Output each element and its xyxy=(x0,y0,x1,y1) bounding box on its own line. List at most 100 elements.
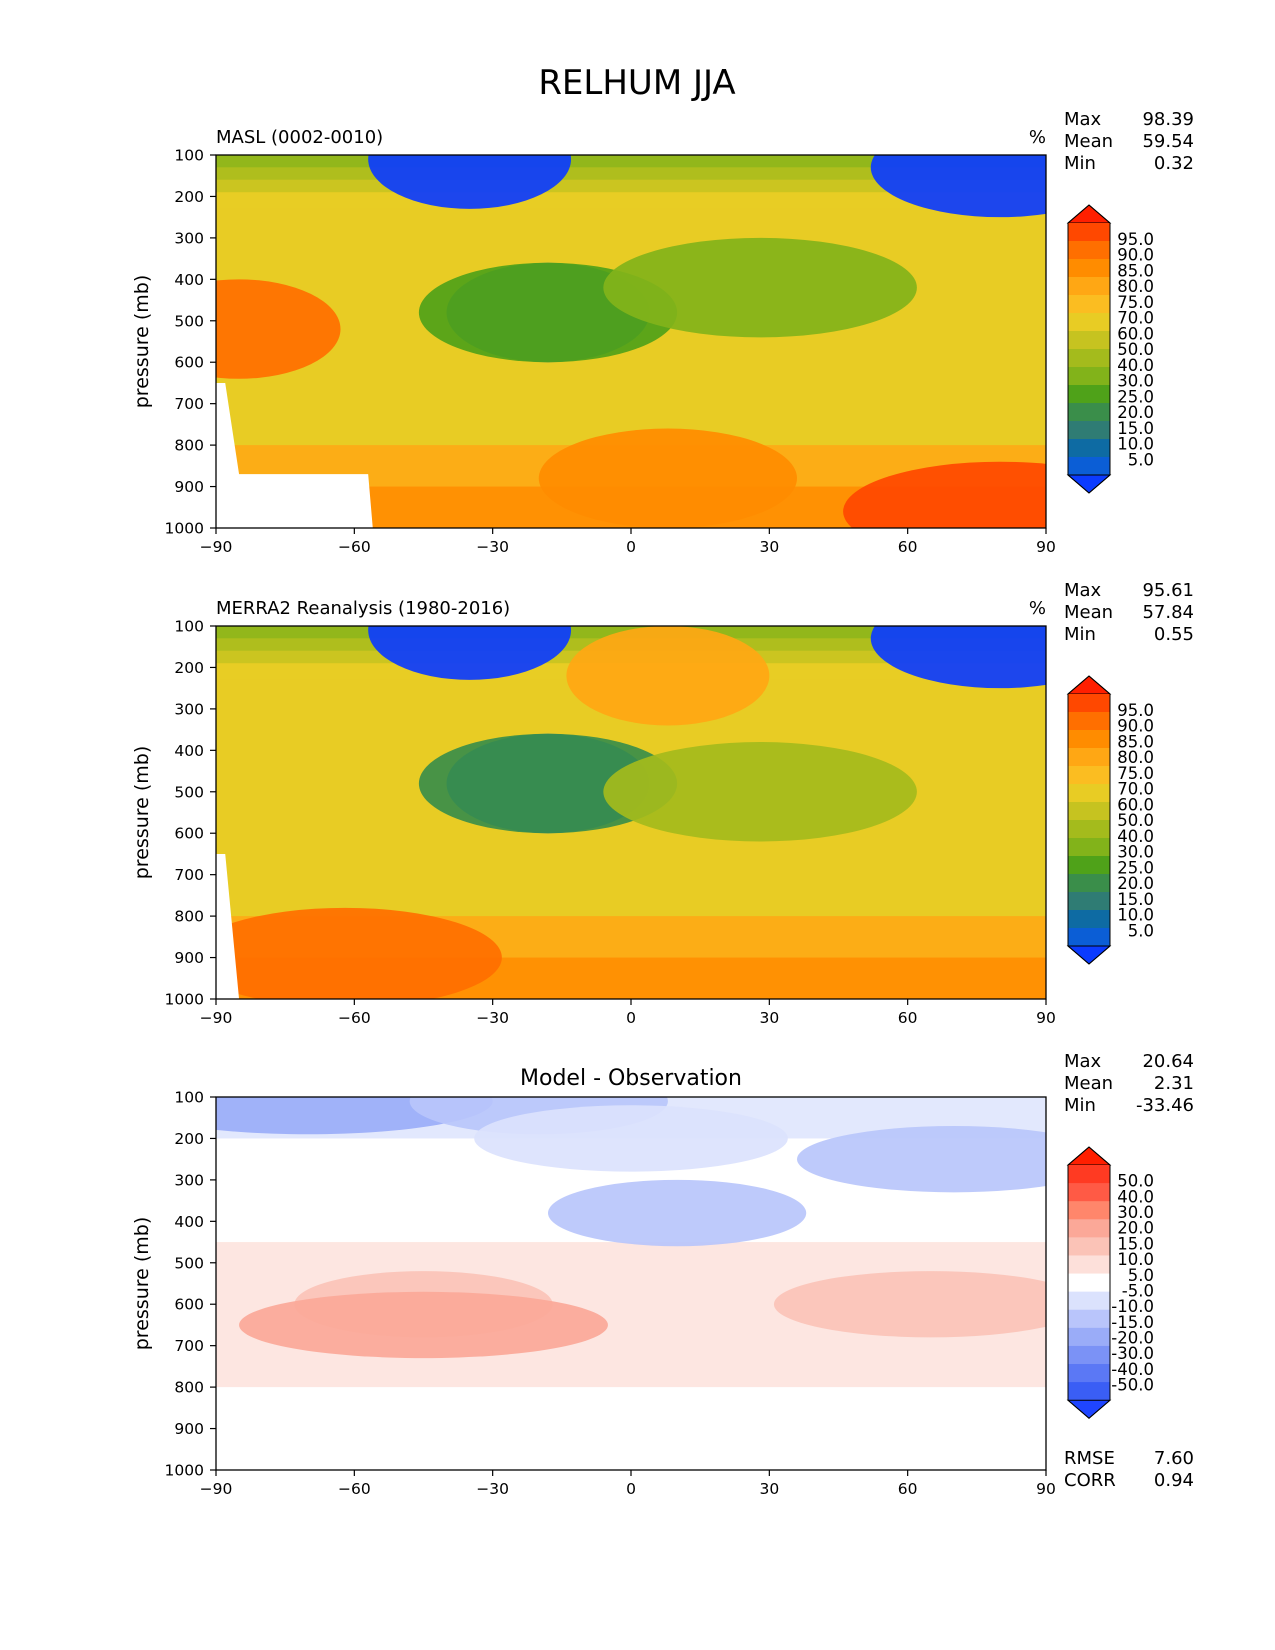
colorbar-label: 10.0 xyxy=(1117,1250,1154,1269)
x-tick-label: −30 xyxy=(476,1009,509,1027)
y-tick-label: 600 xyxy=(174,1296,204,1314)
colorbar-bottom-arrow xyxy=(1066,1399,1112,1419)
stat-label: CORR xyxy=(1064,1470,1116,1491)
colorbar-segment xyxy=(1068,1327,1110,1347)
colorbar-label: 15.0 xyxy=(1117,419,1154,438)
missing-data-mask xyxy=(216,382,373,528)
panel-title: MERRA2 Reanalysis (1980-2016) xyxy=(216,598,510,619)
colorbar-label: 60.0 xyxy=(1117,324,1154,343)
x-tick-label: 30 xyxy=(759,1480,779,1498)
colorbar-segment xyxy=(1068,1201,1110,1220)
colorbar-label: 25.0 xyxy=(1117,387,1154,406)
contour-feature xyxy=(216,279,341,379)
y-tick-label: 1000 xyxy=(165,520,204,538)
panel-2: −90 −60 −30 0 30 60 90 100 200 300 400 500 600 700 800… xyxy=(131,1051,1194,1498)
stat-value: -33.46 xyxy=(1136,1095,1194,1116)
stat-label: Mean xyxy=(1064,602,1113,623)
x-tick-label: 90 xyxy=(1036,1009,1056,1027)
figure-title: RELHUM JJA xyxy=(538,63,735,103)
stat-value: 98.39 xyxy=(1142,109,1194,130)
stat-value: 7.60 xyxy=(1154,1448,1194,1469)
x-tick-label: −90 xyxy=(200,1480,233,1498)
x-tick-label: 60 xyxy=(898,538,918,556)
colorbar-segment xyxy=(1068,748,1110,767)
colorbar-label: 75.0 xyxy=(1117,764,1154,783)
colorbar-bottom-arrow xyxy=(1066,474,1112,494)
y-tick-label: 1000 xyxy=(165,1462,204,1480)
colorbar-segment xyxy=(1068,838,1110,857)
stat-label: Min xyxy=(1064,624,1096,645)
stat-label: Max xyxy=(1064,1051,1102,1072)
colorbar-label: 15.0 xyxy=(1117,1234,1154,1253)
colorbar-segment xyxy=(1068,730,1110,749)
colorbar-label: -30.0 xyxy=(1111,1344,1154,1363)
y-tick-label: 100 xyxy=(174,147,204,165)
colorbar-label: 30.0 xyxy=(1117,372,1154,391)
colorbar-label: -50.0 xyxy=(1111,1376,1154,1395)
colorbar-label: 75.0 xyxy=(1117,293,1154,312)
colorbar-label: 80.0 xyxy=(1117,277,1154,296)
y-tick-label: 1000 xyxy=(165,991,204,1009)
x-tick-label: −60 xyxy=(338,1480,371,1498)
x-tick-label: −30 xyxy=(476,538,509,556)
colorbar-segment xyxy=(1068,259,1110,278)
colorbar-segment xyxy=(1068,1165,1110,1184)
colorbar-label: -15.0 xyxy=(1111,1313,1154,1332)
colorbar-segment xyxy=(1068,295,1110,314)
colorbar-label: 50.0 xyxy=(1117,811,1154,830)
colorbar-label: 50.0 xyxy=(1117,1172,1154,1191)
stat-value: 95.61 xyxy=(1142,580,1194,601)
colorbar-segment xyxy=(1068,1183,1110,1202)
colorbar-label: 30.0 xyxy=(1117,1203,1154,1222)
colorbar-top-arrow xyxy=(1066,675,1112,695)
colorbar-label: 20.0 xyxy=(1117,403,1154,422)
colorbar-segment xyxy=(1068,385,1110,404)
panel-title: Model - Observation xyxy=(520,1066,742,1091)
contour-feature xyxy=(870,626,1046,689)
stat-label: Max xyxy=(1064,580,1102,601)
colorbar-label: 10.0 xyxy=(1117,906,1154,925)
stat-value: 0.94 xyxy=(1154,1470,1194,1491)
colorbar-top-arrow xyxy=(1066,204,1112,224)
contour-feature xyxy=(566,626,770,726)
y-axis-label: pressure (mb) xyxy=(131,275,153,409)
colorbar-segment xyxy=(1068,1237,1110,1256)
colorbar-segment xyxy=(1068,766,1110,785)
colorbar-segment xyxy=(1068,856,1110,875)
colorbar-segment xyxy=(1068,784,1110,803)
colorbar-segment xyxy=(1068,820,1110,839)
x-tick-label: −60 xyxy=(338,538,371,556)
contour-feature xyxy=(216,907,502,999)
panel-title: MASL (0002-0010) xyxy=(216,127,383,148)
contour-feature xyxy=(548,1179,807,1247)
colorbar-segment xyxy=(1068,1309,1110,1329)
stat-label: Min xyxy=(1064,153,1096,174)
stat-label: Mean xyxy=(1064,131,1113,152)
colorbar-segment xyxy=(1068,241,1110,260)
x-tick-label: 0 xyxy=(626,1009,636,1027)
stat-value: 2.31 xyxy=(1154,1073,1194,1094)
colorbar: 95.090.085.080.075.070.060.050.040.030.0… xyxy=(1066,204,1154,494)
x-tick-label: −60 xyxy=(338,1009,371,1027)
y-axis-label: pressure (mb) xyxy=(131,1217,153,1351)
y-tick-label: 500 xyxy=(174,1254,204,1272)
y-tick-label: 300 xyxy=(174,1171,204,1189)
colorbar-label: 50.0 xyxy=(1117,340,1154,359)
colorbar-label: 95.0 xyxy=(1117,701,1154,720)
stat-label: RMSE xyxy=(1064,1448,1115,1469)
colorbar-label: 10.0 xyxy=(1117,435,1154,454)
x-tick-label: 30 xyxy=(759,1009,779,1027)
stat-value: 57.84 xyxy=(1142,602,1194,623)
y-tick-label: 400 xyxy=(174,742,204,760)
colorbar-label: -5.0 xyxy=(1122,1281,1154,1300)
colorbar-segment xyxy=(1068,331,1110,350)
y-tick-label: 700 xyxy=(174,866,204,884)
colorbar-segment xyxy=(1068,1364,1110,1383)
colorbar-label: 20.0 xyxy=(1117,1219,1154,1238)
colorbar-label: 40.0 xyxy=(1117,827,1154,846)
y-tick-label: 400 xyxy=(174,1213,204,1231)
colorbar-segment xyxy=(1068,694,1110,713)
y-tick-label: 700 xyxy=(174,1337,204,1355)
contour-feature xyxy=(368,626,572,680)
